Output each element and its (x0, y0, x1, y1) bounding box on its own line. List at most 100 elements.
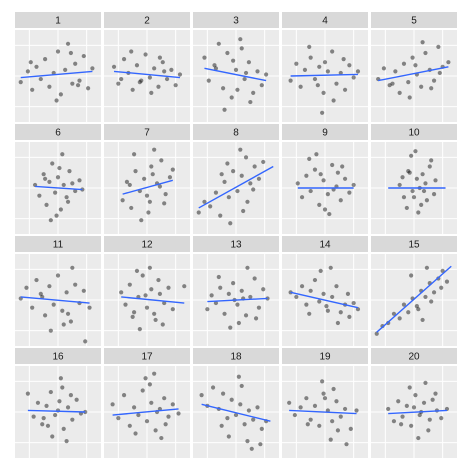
point (400, 175, 405, 180)
point (317, 202, 322, 207)
point (170, 167, 175, 172)
point (381, 66, 386, 71)
point (307, 44, 312, 49)
point (298, 84, 303, 89)
point (444, 279, 450, 284)
point (149, 400, 154, 405)
point (251, 187, 256, 192)
panel-title: 2 (144, 16, 150, 27)
point (216, 274, 221, 280)
point (427, 164, 432, 169)
point (317, 299, 322, 304)
point (35, 400, 41, 405)
point (160, 60, 165, 65)
point (132, 152, 137, 157)
point (111, 64, 117, 69)
point (399, 422, 404, 427)
point (416, 307, 421, 312)
point (440, 268, 445, 273)
point (397, 316, 402, 321)
point (387, 83, 392, 88)
panel-title: 16 (52, 352, 64, 363)
point (199, 393, 204, 398)
strip (104, 236, 190, 252)
point (83, 339, 88, 344)
point (299, 284, 305, 289)
point (417, 412, 422, 418)
point (413, 63, 418, 68)
point (150, 172, 155, 177)
point (308, 55, 313, 60)
point (209, 293, 214, 298)
point (340, 164, 345, 169)
point (152, 147, 157, 152)
point (295, 181, 300, 186)
point (256, 176, 262, 181)
point (335, 320, 340, 326)
point (407, 170, 412, 175)
point (57, 399, 62, 404)
point (420, 172, 425, 177)
strip (282, 236, 368, 252)
point (167, 175, 173, 180)
point (43, 57, 48, 62)
point (132, 405, 137, 410)
point (439, 285, 444, 290)
point (255, 69, 260, 74)
point (55, 175, 61, 180)
point (134, 268, 140, 273)
panel-title: 7 (144, 128, 150, 139)
point (40, 294, 45, 300)
point (429, 86, 434, 91)
point (137, 327, 142, 332)
point (304, 173, 309, 178)
point (256, 305, 262, 310)
point (65, 41, 71, 46)
fit-line (27, 409, 86, 413)
point (81, 288, 86, 293)
point (169, 67, 174, 72)
point (225, 161, 230, 166)
point (312, 277, 318, 283)
point (414, 176, 419, 181)
fit-line (112, 408, 179, 416)
point (149, 90, 154, 95)
point (243, 313, 249, 318)
point (404, 205, 409, 211)
point (87, 305, 92, 310)
point (156, 277, 161, 283)
fit-line (204, 67, 267, 82)
point (397, 182, 402, 188)
point (157, 291, 162, 296)
point (228, 325, 233, 330)
point (400, 414, 405, 419)
strip (371, 12, 457, 28)
point (144, 305, 150, 310)
point (30, 305, 35, 310)
point (413, 393, 418, 398)
point (406, 169, 411, 174)
point (67, 169, 72, 174)
point (129, 49, 134, 54)
panel-title: 12 (141, 240, 153, 251)
strip (193, 236, 279, 252)
point (252, 276, 257, 281)
point (119, 290, 124, 295)
point (60, 152, 65, 157)
point (421, 188, 427, 194)
point (206, 78, 211, 83)
point (57, 165, 62, 171)
fit-line (121, 296, 185, 304)
point (90, 66, 95, 71)
point (242, 422, 247, 427)
point (44, 202, 49, 207)
point (253, 316, 259, 321)
point (406, 310, 411, 315)
fit-line (378, 66, 449, 82)
point (162, 69, 167, 74)
point (61, 182, 66, 188)
point (229, 95, 234, 100)
point (51, 302, 56, 307)
point (139, 218, 144, 223)
